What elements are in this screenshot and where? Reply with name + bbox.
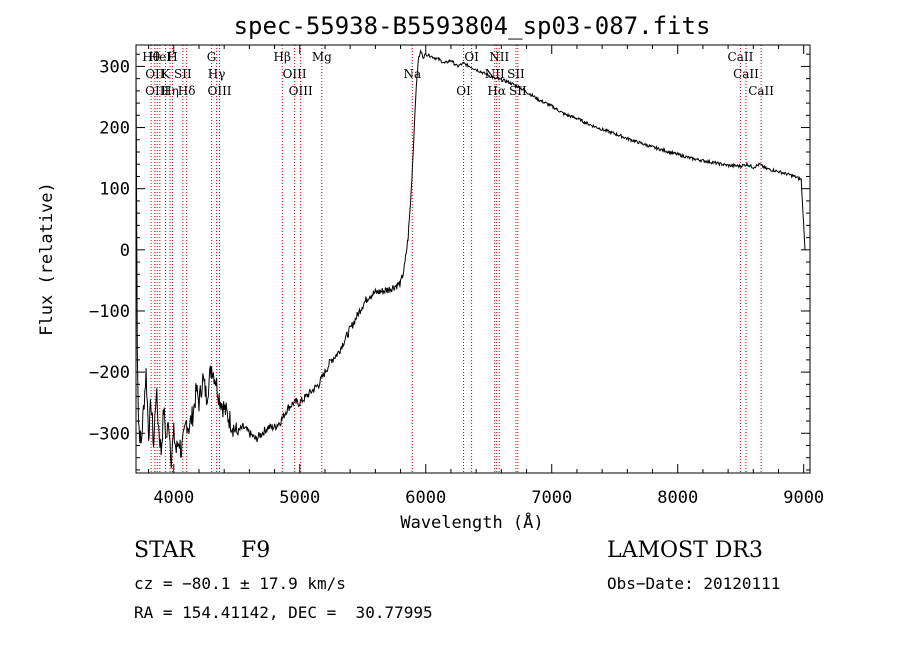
line-marker-label: Hγ	[208, 67, 226, 81]
line-marker-label: H	[167, 50, 177, 64]
object-class: STAR	[134, 538, 195, 563]
y-axis-label: Flux (relative)	[37, 182, 57, 336]
line-marker-label: CaII	[728, 50, 754, 64]
y-tick-label: −300	[89, 424, 130, 444]
line-marker-label: CaII	[733, 67, 759, 81]
x-axis-label: Wavelength (Å)	[400, 511, 543, 533]
line-marker-label: Hα	[487, 84, 506, 98]
y-tick-label: −100	[89, 302, 130, 322]
y-axis: −300 −200 −100 0 100 200 300	[89, 53, 810, 471]
line-marker-label: OII	[145, 67, 165, 81]
line-markers	[150, 45, 762, 473]
line-marker-label: G	[207, 50, 217, 64]
line-marker-label: Hη	[161, 84, 179, 98]
y-tick-label: −200	[89, 363, 130, 383]
redshift-velocity: cz = −80.1 ± 17.9 km/s	[134, 574, 346, 593]
y-tick-label: 0	[120, 241, 130, 261]
x-tick-label: 5000	[279, 488, 320, 508]
line-marker-label: NII	[489, 50, 509, 64]
line-marker-label: HeI	[149, 50, 172, 64]
x-tick-label: 9000	[783, 488, 824, 508]
line-marker-label: SII	[507, 67, 525, 81]
y-tick-label: 200	[99, 119, 130, 139]
spectrum-line	[135, 48, 806, 469]
x-axis: 4000 5000 6000 7000 8000 9000	[148, 45, 824, 508]
plot-frame	[135, 44, 811, 474]
line-marker-label: K	[161, 67, 171, 81]
y-tick-label: 300	[99, 57, 130, 77]
line-marker-label: Hθ	[142, 50, 160, 64]
line-marker-label: OIII	[145, 84, 169, 98]
line-marker-label: Hβ	[274, 50, 291, 64]
coordinates: RA = 154.41142, DEC = 30.77995	[134, 603, 433, 622]
chart-title: spec-55938-B5593804_sp03-087.fits	[234, 12, 711, 40]
line-marker-label: OIII	[283, 67, 307, 81]
line-marker-label: CaII	[748, 84, 774, 98]
line-marker-label: Hδ	[178, 84, 196, 98]
x-tick-label: 4000	[153, 488, 194, 508]
line-marker-label: Na	[403, 67, 421, 81]
line-marker-labels: Hθ OII OIII HeI K Hη H SII Hδ G Hγ OIII Hβ OIII OIII Mg…	[142, 50, 774, 98]
x-tick-label: 8000	[657, 488, 698, 508]
line-marker-label: OI	[464, 50, 479, 64]
line-marker-label: Mg	[312, 50, 332, 64]
line-marker-label: SII	[509, 84, 527, 98]
line-marker-label: OIII	[207, 84, 231, 98]
observation-date: Obs−Date: 20120111	[607, 574, 781, 593]
object-subclass: F9	[241, 538, 271, 563]
survey-name: LAMOST DR3	[607, 538, 763, 563]
line-marker-label: OIII	[289, 84, 313, 98]
y-tick-label: 100	[99, 180, 130, 200]
line-marker-label: OI	[456, 84, 471, 98]
line-marker-label: SII	[174, 67, 192, 81]
x-tick-label: 6000	[405, 488, 446, 508]
x-tick-label: 7000	[531, 488, 572, 508]
